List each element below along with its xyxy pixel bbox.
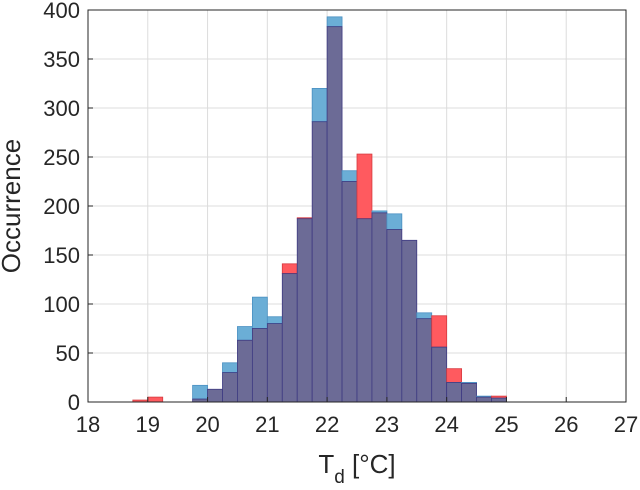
bar-overlap-12	[311, 121, 328, 403]
bar-excess-14	[341, 170, 358, 182]
bar-overlap-22	[461, 382, 477, 403]
bar-overlap-16	[371, 212, 388, 403]
bar-overlap-21	[446, 381, 463, 403]
x-tick-label-0: 18	[76, 412, 100, 437]
x-tick-label-1: 19	[136, 412, 160, 437]
x-axis-label: Td [°C]	[318, 449, 395, 488]
bar-excess-6	[222, 362, 238, 373]
bar-overlap-15	[356, 218, 373, 403]
x-tick-labels: 18 19 20 21 22 23 24 25 26 27	[76, 397, 638, 437]
y-tick-label-4: 200	[43, 194, 80, 219]
y-tick-label-3: 150	[43, 243, 80, 268]
bars	[132, 16, 507, 403]
bar-excess-21	[446, 368, 463, 383]
bar-excess-19	[416, 312, 433, 320]
bar-excess-1	[147, 396, 164, 403]
bar-excess-7	[237, 326, 253, 341]
bar-overlap-18	[401, 239, 418, 403]
bar-overlap-9	[266, 323, 283, 403]
bar-overlap-13	[326, 26, 343, 403]
x-tick-label-8: 26	[554, 412, 578, 437]
bar-overlap-10	[281, 273, 298, 403]
x-axis-label-unit: [°C]	[345, 449, 396, 479]
bar-excess-12	[311, 88, 328, 123]
y-tick-label-0: 0	[68, 390, 80, 415]
x-axis-label-symbol: T	[318, 449, 334, 479]
y-tick-label-2: 100	[43, 292, 80, 317]
bar-excess-17	[386, 213, 403, 230]
y-tick-label-7: 350	[43, 47, 80, 72]
y-tick-labels: 0 50 100 150 200 250 300 350 400	[43, 0, 93, 415]
x-axis-label-subscript: d	[334, 467, 345, 488]
bar-overlap-8	[251, 328, 268, 403]
bar-overlap-24	[491, 397, 507, 403]
bar-excess-4	[192, 384, 208, 400]
bar-excess-13	[326, 16, 343, 28]
x-tick-label-2: 20	[195, 412, 219, 437]
bar-overlap-11	[296, 218, 313, 403]
bar-overlap-6	[222, 372, 238, 403]
bar-overlap-20	[431, 346, 448, 403]
y-tick-label-1: 50	[56, 341, 80, 366]
bar-overlap-14	[341, 181, 358, 403]
bar-excess-8	[251, 296, 268, 329]
bar-excess-20	[431, 315, 448, 348]
bar-overlap-17	[386, 229, 403, 403]
y-tick-label-5: 250	[43, 145, 80, 170]
bar-overlap-5	[207, 388, 223, 403]
bar-excess-10	[281, 263, 298, 275]
x-tick-label-5: 23	[375, 412, 399, 437]
bar-excess-15	[356, 153, 373, 220]
bar-overlap-23	[476, 396, 492, 403]
x-tick-label-7: 25	[494, 412, 518, 437]
x-tick-label-3: 21	[255, 412, 279, 437]
x-tick-label-4: 22	[315, 412, 339, 437]
x-tick-label-6: 24	[434, 412, 458, 437]
y-tick-label-8: 400	[43, 0, 80, 23]
bar-overlap-19	[416, 318, 433, 403]
y-axis-label: Occurrence	[0, 139, 26, 273]
bar-excess-9	[266, 316, 283, 324]
bar-overlap-7	[237, 339, 253, 403]
x-tick-label-9: 27	[614, 412, 638, 437]
y-tick-label-6: 300	[43, 96, 80, 121]
